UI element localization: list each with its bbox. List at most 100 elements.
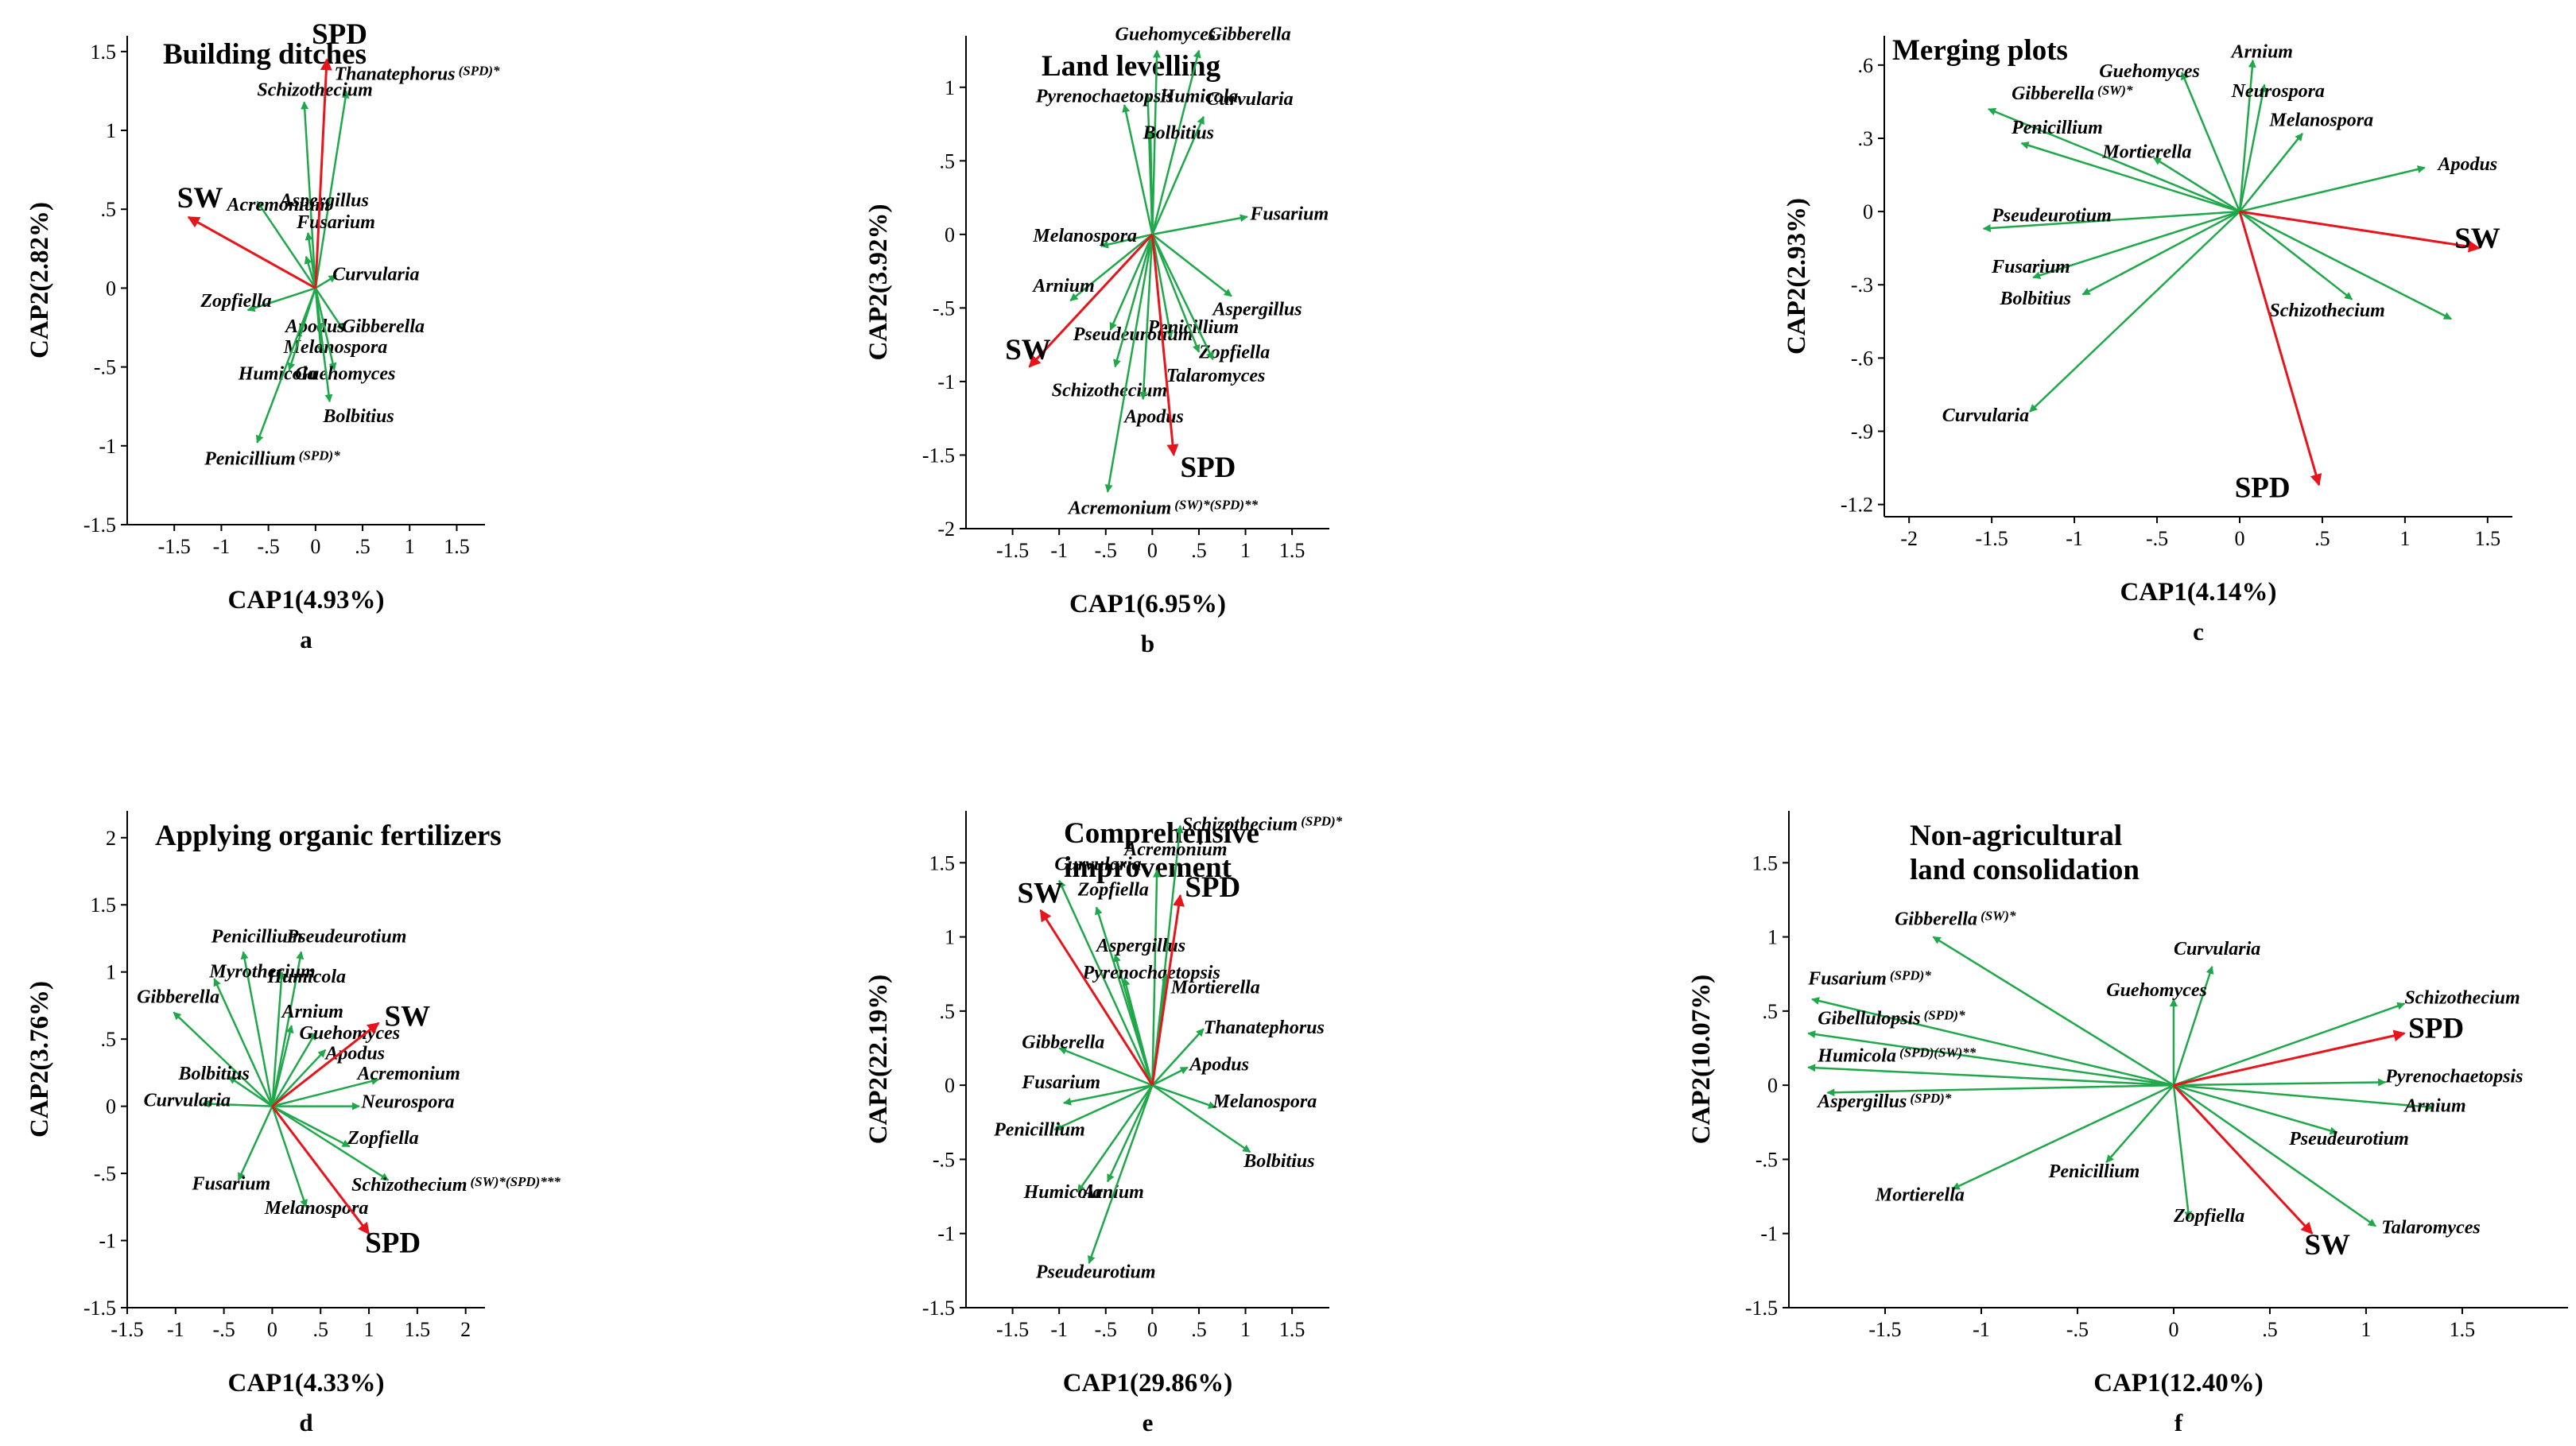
genus-arrow	[1077, 1084, 1154, 1193]
genus-arrow	[1053, 1084, 1153, 1131]
y-tick-label: .5	[940, 1000, 956, 1023]
panel-letter: d	[299, 1409, 312, 1436]
genus-label: Guehomyces	[1115, 25, 1216, 45]
genus-arrow	[1104, 234, 1154, 493]
genus-arrow	[1113, 234, 1154, 368]
y-tick-label: .5	[101, 1028, 117, 1051]
genus-arrow	[271, 1105, 390, 1181]
genus-label: Aspergillus	[1095, 936, 1185, 956]
genus-label: Melanospora	[1032, 226, 1137, 246]
genus-label: Arnium	[2230, 42, 2293, 63]
genus-arrow	[1109, 234, 1154, 331]
y-tick-label: -.5	[94, 1162, 116, 1185]
genus-arrow	[2238, 83, 2268, 212]
x-tick-label: -1	[2066, 527, 2083, 550]
x-tick-label: 0	[2234, 527, 2244, 550]
genus-arrow	[1811, 997, 2174, 1087]
x-axis-label: CAP1(6.95%)	[1069, 590, 1226, 618]
genus-label: Humicola	[238, 363, 317, 384]
y-tick-label: -.5	[933, 1148, 955, 1171]
y-tick-label: -.5	[933, 297, 955, 320]
genus-arrow	[1058, 879, 1154, 1086]
genus-arrow	[271, 1105, 351, 1148]
y-tick-label: .5	[101, 198, 117, 221]
genus-label: Fusarium	[296, 212, 375, 233]
y-axis-label: CAP2(2.82%)	[25, 202, 54, 359]
genus-label: Curvularia	[1942, 405, 2029, 426]
env-arrow	[1150, 234, 1179, 456]
env-arrow	[1150, 894, 1185, 1086]
genus-label: Gibellulopsis (SPD)*	[1818, 1008, 1965, 1029]
env-label: SPD	[1185, 871, 1240, 904]
genus-label: Gibberella	[1208, 25, 1291, 45]
genus-arrow	[1151, 49, 1161, 235]
genus-label: Curvularia	[1206, 89, 1293, 110]
genus-arrow	[240, 951, 274, 1107]
x-tick-label: 1.5	[1279, 539, 1305, 562]
genus-arrow	[2181, 72, 2241, 212]
panel-letter: c	[2193, 618, 2204, 645]
genus-arrow	[2173, 1002, 2406, 1087]
genus-arrow	[1069, 233, 1154, 302]
genus-label: Schizothecium	[2269, 300, 2384, 321]
env-label: SW	[2304, 1229, 2350, 1262]
y-axis-label: CAP2(3.92%)	[864, 204, 893, 360]
env-arrow	[314, 58, 332, 289]
y-tick-label: 1.5	[1752, 851, 1779, 874]
env-arrow	[1028, 233, 1154, 368]
genus-label: Fusarium	[1021, 1072, 1100, 1093]
x-tick-label: 1	[1240, 539, 1251, 562]
env-label: SPD	[2408, 1012, 2464, 1045]
genus-label: Neurospora	[2231, 81, 2325, 102]
genus-label: Fusarium	[1991, 257, 2070, 277]
y-tick-label: 1	[945, 76, 955, 99]
genus-label: Schizothecium	[1052, 380, 1167, 401]
y-tick-label: 0	[945, 1074, 955, 1097]
y-tick-label: 0	[106, 277, 116, 300]
genus-label: Melanospora	[2268, 110, 2373, 131]
genus-arrow	[213, 978, 274, 1107]
genus-label: Pseudeurotium	[2288, 1129, 2409, 1149]
genus-label: Pyrenochaetopsis	[1081, 963, 1220, 983]
x-tick-label: -1.5	[1976, 527, 2008, 550]
genus-arrow	[304, 255, 317, 289]
genus-label: Pyrenochaetopsis	[1035, 86, 1174, 107]
genus-arrow	[1151, 115, 1205, 235]
genus-label: Bolbitius	[322, 406, 394, 427]
genus-arrow	[2172, 1085, 2193, 1220]
x-tick-label: .5	[2314, 527, 2330, 550]
genus-arrow	[314, 287, 345, 331]
genus-label: Thanatephorus (SPD)*	[335, 64, 501, 85]
genus-arrow	[2238, 133, 2303, 212]
genus-arrow	[314, 288, 333, 403]
y-tick-label: 0	[1767, 1074, 1778, 1097]
genus-arrow	[1063, 1084, 1153, 1106]
genus-arrow	[2105, 1084, 2174, 1163]
y-tick-label: 1.5	[91, 41, 117, 64]
x-tick-label: -1	[1050, 539, 1068, 562]
genus-label: Humicola	[1159, 86, 1239, 107]
genus-label: Acremonium	[226, 195, 330, 215]
env-arrow	[1039, 909, 1154, 1086]
x-tick-label: -1	[1050, 1318, 1068, 1341]
y-tick-label: -1.5	[83, 514, 116, 537]
panel-title: Merging plots	[1892, 34, 2068, 67]
genus-label: Mortierella	[2101, 142, 2191, 163]
x-tick-label: .5	[1191, 539, 1207, 562]
y-tick-label: -1.5	[1745, 1297, 1778, 1320]
x-axis-label: CAP1(12.40%)	[2093, 1369, 2264, 1398]
env-label: SW	[177, 182, 223, 215]
y-tick-label: 1	[106, 961, 116, 984]
genus-arrow	[173, 1011, 274, 1107]
genus-arrow	[1151, 234, 1201, 353]
genus-label: Fusarium (SPD)*	[1807, 967, 1931, 989]
genus-label: Penicillium	[211, 927, 303, 948]
x-tick-label: -1.5	[1868, 1318, 1901, 1341]
genus-arrow	[1151, 234, 1214, 361]
y-tick-label: -1.5	[83, 1297, 116, 1320]
genus-arrow	[1932, 936, 2174, 1087]
y-tick-label: -1	[1760, 1223, 1778, 1246]
genus-arrow	[1100, 233, 1153, 249]
y-tick-label: -1	[99, 435, 116, 458]
